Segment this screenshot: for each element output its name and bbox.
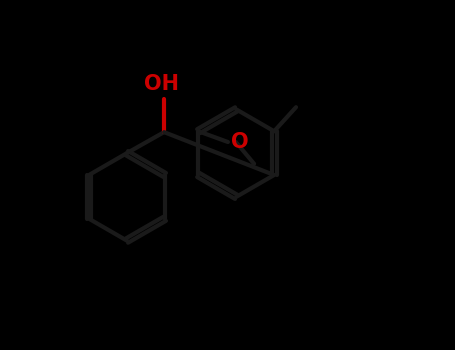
Text: OH: OH	[144, 74, 179, 94]
Text: O: O	[232, 132, 249, 152]
